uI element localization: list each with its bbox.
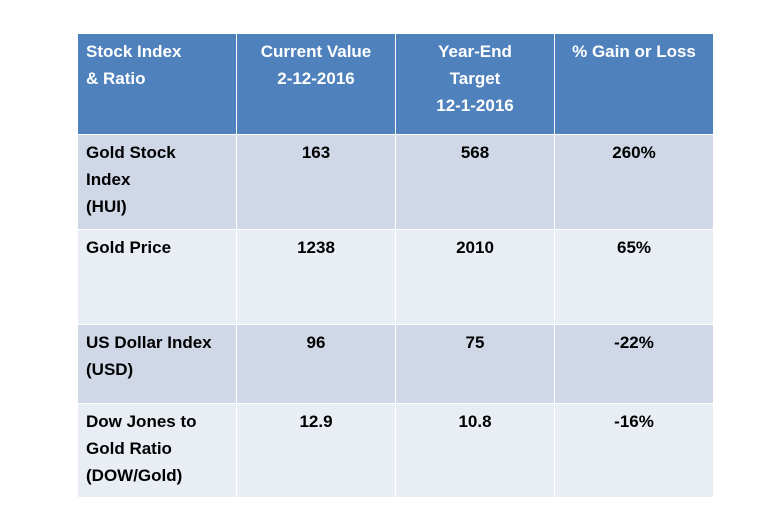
table-cell: 65% <box>554 229 714 325</box>
row-label: Gold Stock Index (HUI) <box>77 134 237 230</box>
table-body: Gold Stock Index (HUI) 163 568 260% Gold Pri… <box>77 134 714 498</box>
table-row: Gold Stock Index (HUI) 163 568 260% <box>77 134 714 230</box>
row-label: Dow Jones to Gold Ratio (DOW/Gold) <box>77 403 237 498</box>
table-row: US Dollar Index (USD) 96 75 -22% <box>77 324 714 404</box>
table-cell: 75 <box>395 324 555 404</box>
table-cell: 568 <box>395 134 555 230</box>
table-header: Stock Index & Ratio Current Value 2-12-20… <box>77 33 714 135</box>
table-cell: 1238 <box>236 229 396 325</box>
header-cell: Current Value 2-12-2016 <box>236 33 396 135</box>
table-row: Gold Price 1238 2010 65% <box>77 229 714 325</box>
row-label: Gold Price <box>77 229 237 325</box>
table-cell: -16% <box>554 403 714 498</box>
header-cell: Stock Index & Ratio <box>77 33 237 135</box>
table-cell: 96 <box>236 324 396 404</box>
row-label: US Dollar Index (USD) <box>77 324 237 404</box>
table-row: Dow Jones to Gold Ratio (DOW/Gold) 12.9 10… <box>77 403 714 498</box>
data-table: Stock Index & Ratio Current Value 2-12-20… <box>77 33 714 498</box>
table-cell: 12.9 <box>236 403 396 498</box>
table-cell: 163 <box>236 134 396 230</box>
header-cell: Year-End Target 12-1-2016 <box>395 33 555 135</box>
header-cell: % Gain or Loss <box>554 33 714 135</box>
table-cell: 260% <box>554 134 714 230</box>
table-cell: -22% <box>554 324 714 404</box>
table-cell: 10.8 <box>395 403 555 498</box>
header-row: Stock Index & Ratio Current Value 2-12-20… <box>77 33 714 135</box>
table-cell: 2010 <box>395 229 555 325</box>
